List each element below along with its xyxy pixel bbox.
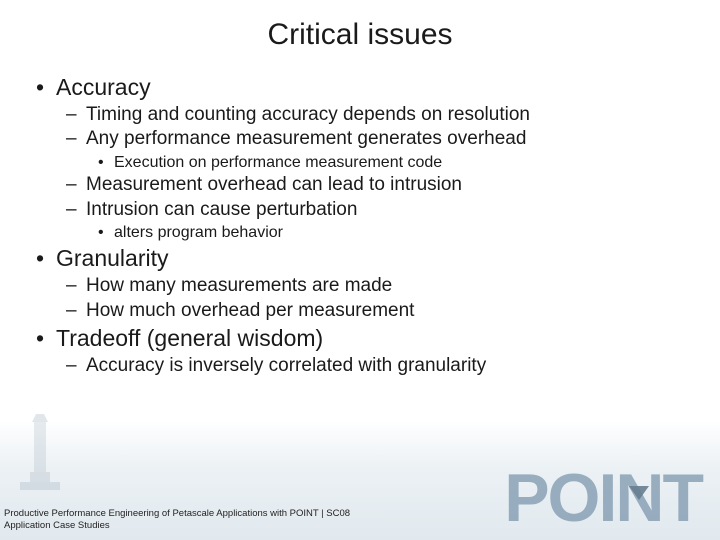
bullet-granularity: Granularity How many measurements are ma… <box>28 245 692 323</box>
sub-bullet: Measurement overhead can lead to intrusi… <box>56 173 692 197</box>
footer-line2: Application Case Studies <box>4 520 350 532</box>
slide-content: Critical issues Accuracy Timing and coun… <box>0 0 720 540</box>
sub-bullet: Intrusion can cause perturbation alters … <box>56 198 692 244</box>
bullet-text: Granularity <box>56 245 168 271</box>
bullet-text: Tradeoff (general wisdom) <box>56 325 323 351</box>
sub-bullet: Any performance measurement generates ov… <box>56 127 692 173</box>
sub-sub-bullet: Execution on performance measurement cod… <box>86 152 692 174</box>
footer: Productive Performance Engineering of Pe… <box>4 508 350 532</box>
sub-bullet: Timing and counting accuracy depends on … <box>56 103 692 127</box>
bullet-accuracy: Accuracy Timing and counting accuracy de… <box>28 74 692 243</box>
bullet-text: Accuracy <box>56 74 151 100</box>
bullet-tradeoff: Tradeoff (general wisdom) Accuracy is in… <box>28 325 692 378</box>
bullet-list: Accuracy Timing and counting accuracy de… <box>28 74 692 378</box>
slide-title: Critical issues <box>28 18 692 52</box>
sub-bullet: How many measurements are made <box>56 274 692 298</box>
footer-line1: Productive Performance Engineering of Pe… <box>4 508 350 520</box>
sub-bullet: How much overhead per measurement <box>56 299 692 323</box>
sub-sub-bullet: alters program behavior <box>86 222 692 244</box>
sub-bullet: Accuracy is inversely correlated with gr… <box>56 354 692 378</box>
